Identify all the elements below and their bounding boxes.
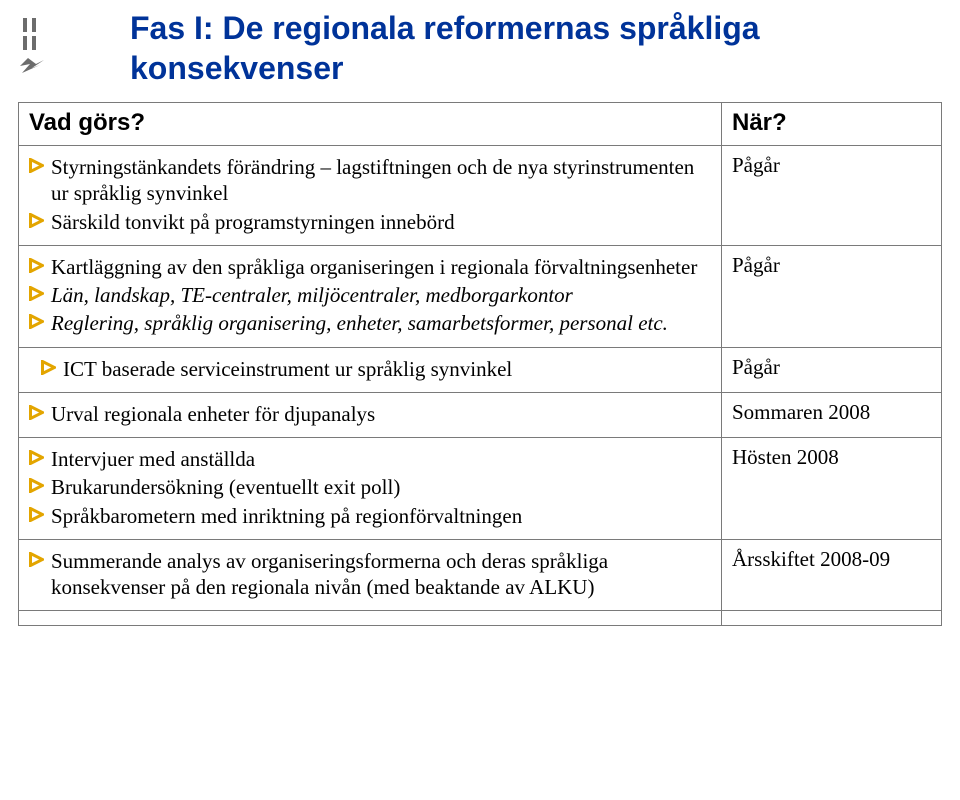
- bullet-arrow-icon: [29, 154, 49, 173]
- title-line-2: konsekvenser: [130, 48, 930, 88]
- list-item-text: Län, landskap, TE-centraler, miljöcentra…: [51, 282, 711, 308]
- row-left-cell: Styrningstänkandets förändring – lagstif…: [19, 146, 722, 246]
- page-title: Fas I: De regionala reformernas språklig…: [130, 8, 930, 88]
- table-row: Styrningstänkandets förändring – lagstif…: [19, 146, 942, 246]
- list-item: Län, landskap, TE-centraler, miljöcentra…: [29, 282, 711, 308]
- row-left-cell: Urval regionala enheter för djupanalys: [19, 392, 722, 437]
- bullet-arrow-icon: [29, 254, 49, 273]
- list-item: ICT baserade serviceinstrument ur språkl…: [29, 356, 711, 382]
- row-right-cell: Sommaren 2008: [722, 392, 942, 437]
- header-right: När?: [732, 109, 787, 136]
- empty-left: [19, 611, 722, 626]
- row-left-cell: Summerande analys av organiseringsformer…: [19, 539, 722, 611]
- bullet-arrow-icon: [41, 356, 61, 375]
- bullet-arrow-icon: [29, 401, 49, 420]
- content-table: Vad görs? När? Styrningstänkandets förän…: [18, 102, 942, 626]
- row-left-cell: Kartläggning av den språkliga organiseri…: [19, 245, 722, 347]
- row-right-cell: Hösten 2008: [722, 438, 942, 540]
- table-row: Kartläggning av den språkliga organiseri…: [19, 245, 942, 347]
- list-item: Intervjuer med anställda: [29, 446, 711, 472]
- list-item: Kartläggning av den språkliga organiseri…: [29, 254, 711, 280]
- list-item-text: ICT baserade serviceinstrument ur språkl…: [63, 356, 711, 382]
- list-item-text: Språkbarometern med inriktning på region…: [51, 503, 711, 529]
- table-empty-row: [19, 611, 942, 626]
- list-item-text: Särskild tonvikt på programstyrningen in…: [51, 209, 711, 235]
- list-item: Särskild tonvikt på programstyrningen in…: [29, 209, 711, 235]
- table-row: ICT baserade serviceinstrument ur språkl…: [19, 347, 942, 392]
- row-right-cell: Pågår: [722, 146, 942, 246]
- header-left: Vad görs?: [29, 109, 145, 136]
- list-item: Språkbarometern med inriktning på region…: [29, 503, 711, 529]
- bullet-arrow-icon: [29, 446, 49, 465]
- row-right-cell: Årsskiftet 2008-09: [722, 539, 942, 611]
- page: Fas I: De regionala reformernas språklig…: [0, 0, 960, 800]
- list-item: Reglering, språklig organisering, enhete…: [29, 310, 711, 336]
- list-item-text: Reglering, språklig organisering, enhete…: [51, 310, 711, 336]
- bullet-arrow-icon: [29, 310, 49, 329]
- row-right-text: Pågår: [732, 153, 780, 177]
- row-right-text: Pågår: [732, 355, 780, 379]
- list-item-text: Kartläggning av den språkliga organiseri…: [51, 254, 711, 280]
- row-left-cell: Intervjuer med anställdaBrukarundersökni…: [19, 438, 722, 540]
- list-item-text: Intervjuer med anställda: [51, 446, 711, 472]
- bullet-arrow-icon: [29, 503, 49, 522]
- table-header-row: Vad görs? När?: [19, 103, 942, 146]
- bullet-arrow-icon: [29, 209, 49, 228]
- empty-right: [722, 611, 942, 626]
- list-item-text: Urval regionala enheter för djupanalys: [51, 401, 711, 427]
- bullet-arrow-icon: [29, 474, 49, 493]
- row-right-text: Sommaren 2008: [732, 400, 870, 424]
- row-right-cell: Pågår: [722, 245, 942, 347]
- table-row: Urval regionala enheter för djupanalys So…: [19, 392, 942, 437]
- list-item-text: Brukarundersökning (eventuellt exit poll…: [51, 474, 711, 500]
- header-right-cell: När?: [722, 103, 942, 146]
- table-row: Intervjuer med anställdaBrukarundersökni…: [19, 438, 942, 540]
- bullet-arrow-icon: [29, 548, 49, 567]
- list-item: Styrningstänkandets förändring – lagstif…: [29, 154, 711, 207]
- list-item: Summerande analys av organiseringsformer…: [29, 548, 711, 601]
- list-item-text: Styrningstänkandets förändring – lagstif…: [51, 154, 711, 207]
- row-left-cell: ICT baserade serviceinstrument ur språkl…: [19, 347, 722, 392]
- list-item: Urval regionala enheter för djupanalys: [29, 401, 711, 427]
- list-item-text: Summerande analys av organiseringsformer…: [51, 548, 711, 601]
- row-right-text: Hösten 2008: [732, 445, 839, 469]
- row-right-text: Årsskiftet 2008-09: [732, 547, 890, 571]
- table-row: Summerande analys av organiseringsformer…: [19, 539, 942, 611]
- bullet-arrow-icon: [29, 282, 49, 301]
- logo: [18, 18, 68, 76]
- title-line-1: Fas I: De regionala reformernas språklig…: [130, 8, 930, 48]
- header-left-cell: Vad görs?: [19, 103, 722, 146]
- list-item: Brukarundersökning (eventuellt exit poll…: [29, 474, 711, 500]
- row-right-text: Pågår: [732, 253, 780, 277]
- row-right-cell: Pågår: [722, 347, 942, 392]
